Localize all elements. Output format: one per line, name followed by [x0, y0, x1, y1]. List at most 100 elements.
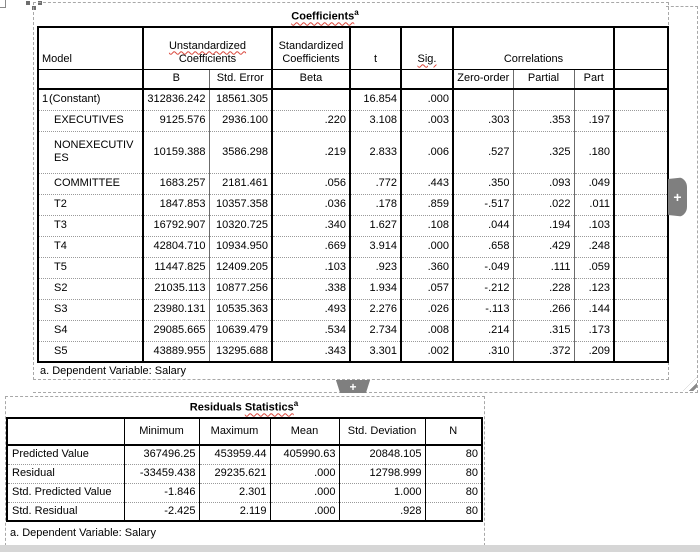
coef-value-cell: .303 — [452, 109, 513, 131]
coef-value-cell: 10877.256 — [208, 277, 272, 299]
coef-value-cell: .093 — [512, 172, 574, 194]
predictor-label: S5 — [54, 344, 68, 357]
predictor-label: T4 — [54, 240, 67, 252]
coef-value-cell: 29085.665 — [142, 319, 209, 341]
coef-value-cell: 16.854 — [349, 89, 401, 110]
coefficients-row: S3 23980.131 10535.363.493 2.276.026 -.113.2… — [38, 298, 669, 320]
predictor-label-cell: S5 — [38, 340, 143, 362]
coefficients-title: Coefficientsa — [37, 8, 613, 23]
empty-header-cell — [400, 69, 453, 90]
expand-handle-right[interactable]: + — [668, 177, 687, 217]
coef-value-cell: .003 — [400, 109, 453, 131]
residual-value-cell: 12798.999 — [338, 463, 425, 483]
residuals-row: Std. Predicted Value -1.846 2.301.000 1.000… — [7, 482, 482, 502]
partial-header: Partial — [512, 69, 574, 90]
empty-cell — [613, 89, 669, 110]
residuals-statistics-table[interactable]: Minimum Maximum Mean Std. Deviation N Pr… — [6, 417, 483, 522]
coef-value-cell: .008 — [400, 319, 453, 341]
predictor-label: (Constant) — [49, 93, 101, 106]
residuals-header-row: Minimum Maximum Mean Std. Deviation N — [7, 418, 482, 446]
zero-order-header: Zero-order — [452, 69, 513, 90]
statistic-label-cell: Predicted Value — [12, 448, 89, 461]
coef-value-cell: 10320.725 — [208, 214, 272, 236]
residual-value-cell: .928 — [338, 501, 425, 521]
coef-value-cell: .180 — [573, 130, 615, 173]
predictor-label-cell: T2 — [38, 193, 143, 215]
empty-cell — [613, 193, 669, 215]
coef-value-cell: .103 — [573, 214, 615, 236]
move-handle-icon[interactable] — [26, 0, 43, 12]
empty-header-cell — [613, 69, 669, 90]
coef-value-cell — [512, 89, 574, 110]
coef-value-cell: .209 — [573, 340, 615, 362]
coef-value-cell: 3.108 — [349, 109, 401, 131]
coef-value-cell: 3.914 — [349, 235, 401, 257]
residuals-row: Std. Residual -2.425 2.119.000.928 80 — [7, 501, 482, 521]
b-header: B — [142, 69, 209, 90]
coef-value-cell: 2936.100 — [208, 109, 272, 131]
coefficients-row: T4 42804.710 10934.950.669 3.914.000.658.42… — [38, 235, 669, 257]
coef-value-cell — [573, 89, 615, 110]
coef-value-cell: .219 — [271, 130, 350, 173]
coefficients-row: EXECUTIVES 9125.576 2936.100.220 3.108.003.… — [38, 109, 669, 131]
coefficients-row: S5 43889.955 13295.688.343 3.301.002.310.37… — [38, 340, 669, 362]
coef-value-cell — [271, 89, 350, 110]
residuals-title-part1: Residuals — [189, 401, 242, 414]
residual-value-cell: .000 — [269, 482, 339, 502]
residual-value-cell: 80 — [424, 445, 482, 464]
empty-cell — [613, 256, 669, 278]
coef-value-cell: 12409.205 — [208, 256, 272, 278]
coef-value-cell: .340 — [271, 214, 350, 236]
residual-value-cell: 20848.105 — [338, 445, 425, 464]
coef-value-cell: 2181.461 — [208, 172, 272, 194]
coef-value-cell: .044 — [452, 214, 513, 236]
empty-cell — [613, 109, 669, 131]
coefficients-row: 1 (Constant) 312836.242 18561.305 16.854.000 — [38, 89, 669, 110]
residuals-title-part2: Statistics — [244, 401, 294, 414]
coef-value-cell: .111 — [512, 256, 574, 278]
coef-value-cell: 10934.950 — [208, 235, 272, 257]
predictor-label: T2 — [54, 198, 67, 210]
empty-header-cell — [349, 69, 401, 90]
model-number: 1 — [42, 93, 49, 105]
standardized-group-header: Standardized Coefficients — [271, 27, 350, 70]
coef-value-cell: 3586.298 — [208, 130, 272, 173]
residual-value-cell: .000 — [269, 501, 339, 521]
std-error-header: Std. Error — [208, 69, 272, 90]
coefficients-row: S4 29085.665 10639.479.534 2.734.008.214.31… — [38, 319, 669, 341]
residual-value-cell: -2.425 — [123, 501, 199, 521]
coef-value-cell: .350 — [452, 172, 513, 194]
coef-value-cell: .059 — [573, 256, 615, 278]
coefficients-row: NONEXECUTIVES 10159.388 3586.298.219 2.833.… — [38, 130, 669, 173]
expand-handle-bottom[interactable]: + — [335, 380, 371, 393]
empty-cell — [613, 235, 669, 257]
predictor-label-cell: S2 — [38, 277, 143, 299]
coefficients-table[interactable]: Model Unstandardized Coefficients Standa… — [37, 26, 670, 363]
coef-value-cell: 11447.825 — [142, 256, 209, 278]
outer-frame-right-edge — [697, 6, 698, 393]
coef-value-cell: .429 — [512, 235, 574, 257]
coef-value-cell: -.049 — [452, 256, 513, 278]
empty-cell — [613, 214, 669, 236]
std-deviation-header: Std. Deviation — [338, 418, 425, 446]
residual-value-cell: 2.119 — [198, 501, 270, 521]
outer-frame-top-segment — [666, 6, 698, 7]
coefficients-title-text: Coefficients — [291, 10, 355, 23]
residual-value-cell: 453959.44 — [198, 445, 270, 464]
coef-value-cell: 43889.955 — [142, 340, 209, 362]
predictor-label: T3 — [54, 219, 67, 231]
coef-value-cell: 18561.305 — [208, 89, 272, 110]
predictor-label: S4 — [54, 324, 68, 336]
empty-cell — [613, 277, 669, 299]
coef-value-cell: 1683.257 — [142, 172, 209, 194]
maximum-header: Maximum — [198, 418, 270, 446]
coef-value-cell: 42804.710 — [142, 235, 209, 257]
predictor-label: COMMITTEE — [54, 177, 120, 189]
residuals-title-footnote-marker: a — [293, 399, 299, 408]
coefficients-row: T2 1847.853 10357.358.036.178.859 -.517.022… — [38, 193, 669, 215]
resize-grip-icon[interactable] — [683, 377, 697, 391]
residuals-footnote: a. Dependent Variable: Salary — [10, 527, 156, 539]
predictor-label: EXECUTIVES — [54, 114, 124, 126]
predictor-label-cell: T4 — [38, 235, 143, 257]
mean-header: Mean — [269, 418, 339, 446]
